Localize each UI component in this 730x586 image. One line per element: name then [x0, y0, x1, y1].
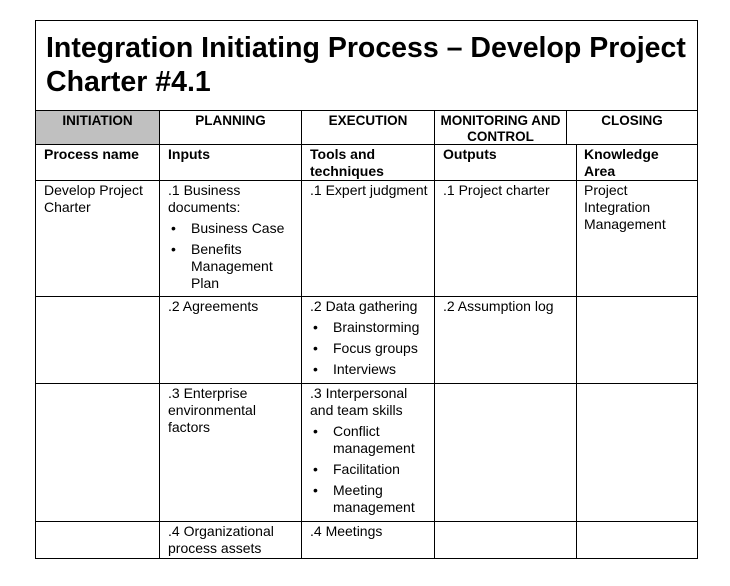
input-item: .3 Enterprise environmental factors	[168, 385, 256, 435]
bullet-text: Facilitation	[333, 461, 400, 477]
inputs-cell: .1 Business documents: • Business Case • Be…	[159, 181, 301, 296]
phase-initiation: INITIATION	[36, 111, 159, 144]
tool-item: .1 Expert judgment	[310, 182, 428, 198]
input-item: .4 Organizational process assets	[168, 523, 274, 556]
table-row: .3 Enterprise environmental factors .3 I…	[36, 384, 697, 522]
bullet-item: • Interviews	[310, 361, 430, 378]
knowledge-area-cell	[576, 384, 697, 521]
tools-cell: .3 Interpersonal and team skills • Confli…	[301, 384, 434, 521]
phase-planning: PLANNING	[159, 111, 301, 144]
input-item: .1 Business documents:	[168, 182, 241, 215]
phase-execution: EXECUTION	[301, 111, 434, 144]
header-inputs: Inputs	[159, 145, 301, 180]
bullet-text: Interviews	[333, 361, 397, 377]
phase-closing: CLOSING	[566, 111, 697, 144]
bullet-icon: •	[313, 423, 318, 439]
tool-bullets: • Conflict management • Facilitation • Meetin…	[310, 423, 430, 516]
tools-cell: .4 Meetings	[301, 522, 434, 559]
bullet-text: Brainstorming	[333, 319, 420, 335]
bullet-icon: •	[313, 319, 318, 335]
header-outputs: Outputs	[434, 145, 576, 180]
table-title: Integration Initiating Process – Develop…	[46, 32, 686, 98]
outputs-cell: .1 Project charter	[434, 181, 576, 296]
tool-bullets: • Brainstorming • Focus groups • Interviews	[310, 319, 430, 378]
phase-monitoring-control: MONITORING AND CONTROL	[434, 111, 566, 144]
bullet-item: • Brainstorming	[310, 319, 430, 336]
outputs-cell: .2 Assumption log	[434, 297, 576, 383]
input-bullets: • Business Case • Benefits Management Plan	[168, 220, 297, 292]
knowledge-area-cell	[576, 522, 697, 559]
bullet-icon: •	[313, 461, 318, 477]
bullet-icon: •	[171, 220, 176, 236]
bullet-icon: •	[313, 340, 318, 356]
input-item: .2 Agreements	[168, 298, 259, 314]
inputs-cell: .3 Enterprise environmental factors	[159, 384, 301, 521]
process-name-cell: Develop Project Charter	[44, 182, 143, 215]
bullet-text: Focus groups	[333, 340, 418, 356]
table-row: .2 Agreements .2 Data gathering • Brainst…	[36, 297, 697, 384]
process-name-cell	[36, 522, 159, 559]
bullet-item: • Business Case	[168, 220, 297, 237]
tool-item: .3 Interpersonal and team skills	[310, 385, 408, 418]
header-process-name: Process name	[44, 146, 139, 162]
header-row: Process name Inputs Tools and techniques…	[36, 145, 697, 181]
bullet-icon: •	[313, 361, 318, 377]
outputs-cell	[434, 384, 576, 521]
bullet-text: Conflict management	[333, 423, 415, 456]
knowledge-area-cell	[576, 297, 697, 383]
process-name-cell	[36, 297, 159, 383]
table-row: Develop Project Charter .1 Business docu…	[36, 181, 697, 297]
bullet-item: • Benefits Management Plan	[168, 241, 297, 292]
knowledge-area-cell: Project Integration Management	[576, 181, 697, 296]
tool-item: .4 Meetings	[310, 523, 383, 539]
inputs-cell: .4 Organizational process assets	[159, 522, 301, 559]
bullet-item: • Facilitation	[310, 461, 430, 478]
table-row: .4 Organizational process assets .4 Meet…	[36, 522, 697, 559]
tool-item: .2 Data gathering	[310, 298, 418, 314]
bullet-text: Benefits Management Plan	[191, 241, 273, 291]
bullet-text: Meeting management	[333, 482, 415, 515]
bullet-item: • Conflict management	[310, 423, 430, 457]
tools-cell: .1 Expert judgment	[301, 181, 434, 296]
header-tools: Tools and techniques	[301, 145, 434, 180]
process-name-cell	[36, 384, 159, 521]
bullet-text: Business Case	[191, 220, 285, 236]
inputs-cell: .2 Agreements	[159, 297, 301, 383]
bullet-item: • Meeting management	[310, 482, 430, 516]
header-knowledge-area: Knowledge Area	[576, 145, 697, 180]
phase-row: INITIATION PLANNING EXECUTION MONITORING…	[36, 110, 697, 145]
charter-table: Integration Initiating Process – Develop…	[35, 20, 698, 559]
bullet-icon: •	[171, 241, 176, 257]
bullet-icon: •	[313, 482, 318, 498]
tools-cell: .2 Data gathering • Brainstorming • Focus g…	[301, 297, 434, 383]
bullet-item: • Focus groups	[310, 340, 430, 357]
outputs-cell	[434, 522, 576, 559]
